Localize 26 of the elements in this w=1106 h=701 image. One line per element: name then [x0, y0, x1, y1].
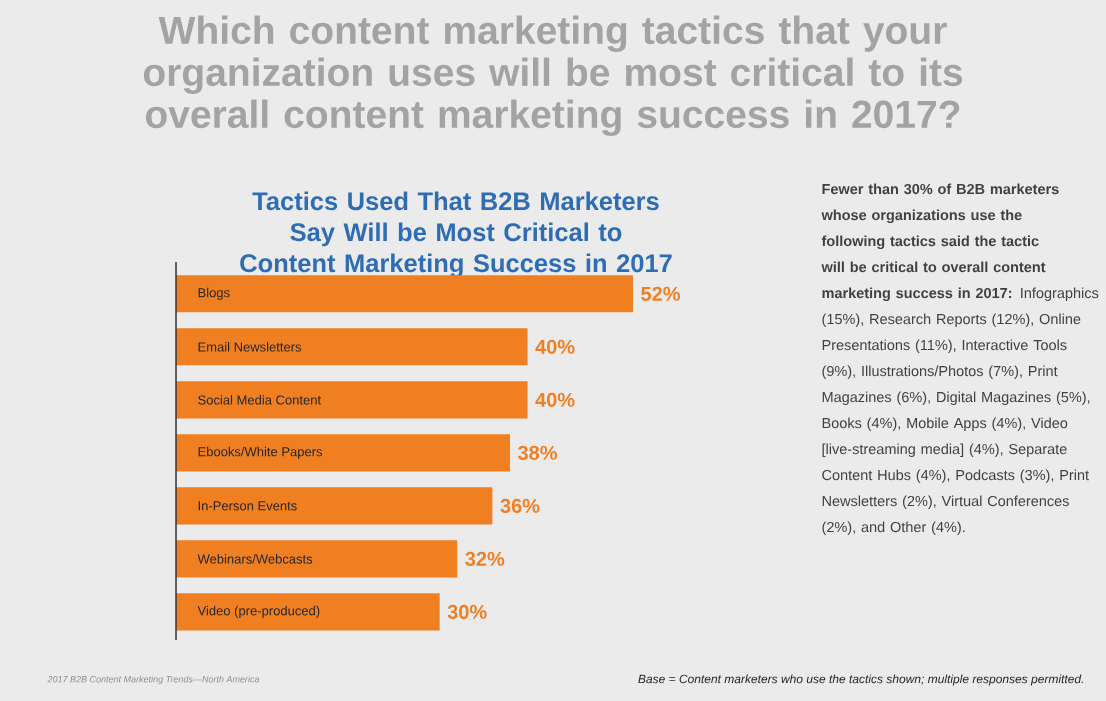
data-label: 52% [641, 286, 681, 301]
chart-subtitle: Tactics Used That B2B Marketers Say Will be Most Critical to Content Marketing Success in 2017 [240, 191, 672, 278]
data-label: 32% [465, 551, 505, 566]
bar [176, 328, 528, 366]
bar [176, 434, 510, 472]
text: Base = Content marketers who use the tactics shown; multiple responses permitted. [638, 674, 1083, 686]
data-label: 36% [500, 498, 540, 513]
bar [176, 487, 493, 525]
bar [176, 381, 528, 419]
data-label: 40% [535, 392, 575, 407]
data-label: 38% [517, 445, 557, 460]
bar [176, 275, 634, 313]
y-tick-label: In-Person Events [198, 501, 297, 511]
y-tick-label: Ebooks/White Papers [198, 446, 323, 459]
data-label: 30% [447, 604, 487, 619]
text: Fewer than 30% of B2B marketers whose organizations use the following tactics said the tactic will be critical to overall content marketing success in 2017: Infographics (15%), Research Reports (12%), Online Presentations (11%), Interactive Tools (9%), Illustrations/Photos (7%), Print Magazines (6%), Digital Magazines (5%), Books (4%), Mobile Apps (4%), Video [live-streaming media] (4%), Separate Content Hubs (4%), Podcasts (3%), Print Newsletters (2%), Virtual Conferences (2%), and Other (4%). [821, 183, 1099, 536]
y-tick-label: Video (pre-produced) [197, 605, 320, 618]
chart-title: Which content marketing tactics that your organization uses will be most critical to its overall content marketing success in 2017? [143, 15, 963, 137]
y-tick-label: Email Newsletters [198, 342, 302, 352]
bar [176, 540, 458, 578]
y-tick-label: Social Media Content [198, 395, 321, 405]
y-tick-label: Blogs [198, 287, 230, 300]
bar [176, 593, 440, 631]
data-label: 40% [535, 339, 575, 354]
text: 2017 B2B Content Marketing Trends—North America [47, 675, 260, 685]
y-tick-label: Webinars/Webcasts [197, 554, 313, 564]
